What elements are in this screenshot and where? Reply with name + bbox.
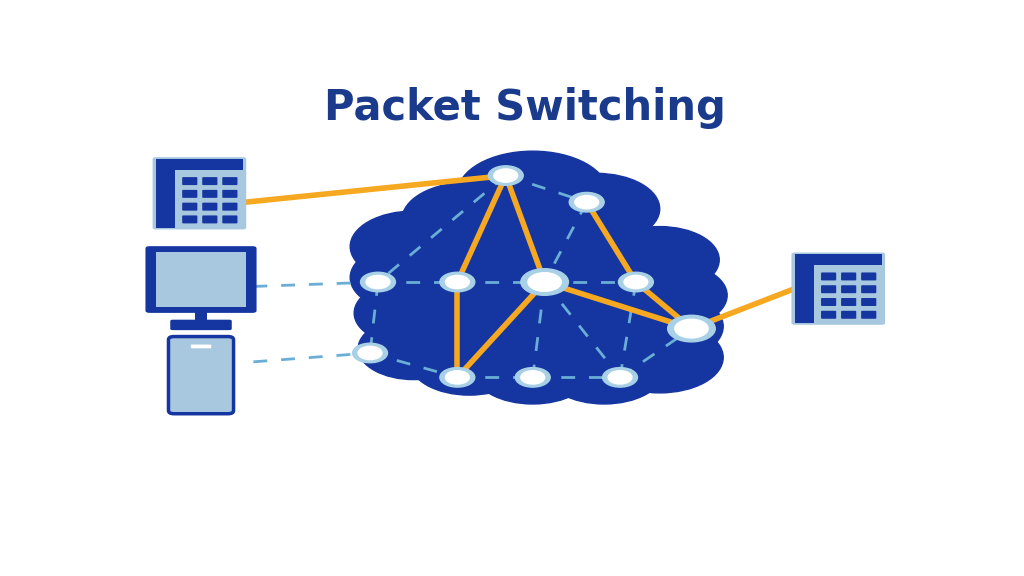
Circle shape	[600, 226, 719, 293]
FancyBboxPatch shape	[195, 310, 207, 322]
FancyBboxPatch shape	[145, 246, 257, 313]
Circle shape	[352, 343, 387, 363]
Circle shape	[618, 272, 653, 292]
Circle shape	[488, 166, 523, 185]
Circle shape	[596, 291, 723, 362]
FancyBboxPatch shape	[841, 298, 856, 306]
Circle shape	[401, 209, 537, 284]
FancyBboxPatch shape	[222, 177, 238, 185]
Circle shape	[462, 211, 604, 291]
FancyBboxPatch shape	[202, 203, 217, 211]
FancyBboxPatch shape	[841, 285, 856, 293]
Circle shape	[541, 300, 668, 371]
Circle shape	[360, 272, 395, 292]
Circle shape	[569, 192, 604, 212]
FancyBboxPatch shape	[222, 203, 238, 211]
FancyBboxPatch shape	[222, 190, 238, 198]
FancyBboxPatch shape	[202, 177, 217, 185]
FancyBboxPatch shape	[821, 311, 837, 319]
Circle shape	[602, 367, 638, 387]
Circle shape	[458, 151, 608, 236]
FancyBboxPatch shape	[821, 298, 837, 306]
Circle shape	[350, 242, 477, 313]
Circle shape	[532, 173, 659, 244]
Circle shape	[401, 249, 537, 324]
Circle shape	[367, 275, 390, 289]
Circle shape	[521, 371, 545, 384]
Circle shape	[358, 346, 382, 359]
FancyBboxPatch shape	[821, 272, 837, 281]
FancyBboxPatch shape	[795, 254, 814, 323]
Circle shape	[350, 211, 477, 282]
FancyBboxPatch shape	[202, 190, 217, 198]
FancyBboxPatch shape	[821, 285, 837, 293]
FancyBboxPatch shape	[175, 159, 243, 170]
Circle shape	[515, 367, 550, 387]
Circle shape	[440, 272, 475, 292]
FancyBboxPatch shape	[861, 298, 877, 306]
FancyBboxPatch shape	[792, 252, 885, 325]
Circle shape	[541, 255, 668, 327]
Circle shape	[494, 169, 518, 182]
FancyBboxPatch shape	[841, 311, 856, 319]
Circle shape	[445, 371, 469, 384]
Text: Packet Switching: Packet Switching	[324, 87, 726, 129]
Circle shape	[675, 319, 709, 338]
Circle shape	[462, 251, 604, 331]
FancyBboxPatch shape	[202, 215, 217, 223]
Circle shape	[358, 317, 469, 380]
FancyBboxPatch shape	[182, 215, 198, 223]
FancyBboxPatch shape	[156, 252, 246, 307]
FancyBboxPatch shape	[182, 177, 198, 185]
FancyBboxPatch shape	[861, 285, 877, 293]
FancyBboxPatch shape	[814, 254, 882, 266]
FancyBboxPatch shape	[169, 336, 233, 414]
FancyBboxPatch shape	[861, 311, 877, 319]
FancyBboxPatch shape	[222, 215, 238, 223]
FancyBboxPatch shape	[190, 344, 211, 348]
Circle shape	[528, 272, 561, 291]
FancyBboxPatch shape	[841, 272, 856, 281]
Circle shape	[462, 295, 604, 375]
Circle shape	[668, 315, 716, 342]
FancyBboxPatch shape	[182, 203, 198, 211]
Circle shape	[545, 338, 664, 404]
Circle shape	[596, 322, 723, 393]
Circle shape	[574, 195, 599, 209]
Circle shape	[445, 275, 469, 289]
Circle shape	[440, 367, 475, 387]
Circle shape	[608, 262, 727, 328]
Circle shape	[410, 328, 528, 395]
FancyBboxPatch shape	[182, 190, 198, 198]
FancyBboxPatch shape	[153, 157, 246, 229]
Circle shape	[401, 289, 537, 364]
Circle shape	[521, 268, 568, 295]
Circle shape	[608, 371, 632, 384]
FancyBboxPatch shape	[170, 320, 231, 330]
Circle shape	[473, 338, 592, 404]
Circle shape	[401, 182, 537, 257]
FancyBboxPatch shape	[861, 272, 877, 281]
Circle shape	[624, 275, 648, 289]
Circle shape	[354, 280, 473, 346]
Circle shape	[541, 215, 668, 286]
FancyBboxPatch shape	[156, 159, 175, 228]
